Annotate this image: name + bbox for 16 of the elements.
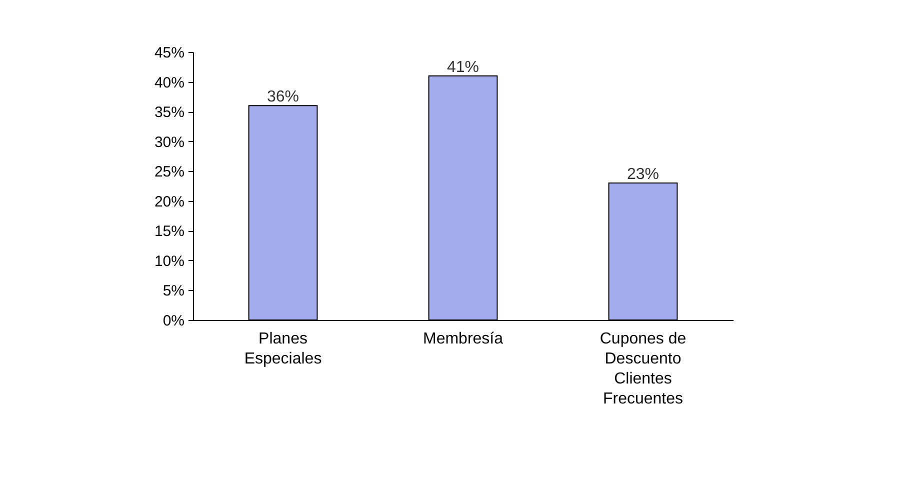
y-tick-label: 5% xyxy=(162,282,184,300)
y-tick-label: 40% xyxy=(154,74,184,92)
data-label: 41% xyxy=(446,58,480,76)
data-label: 36% xyxy=(266,88,300,106)
y-tick-label: 0% xyxy=(162,312,184,330)
y-tick-label: 15% xyxy=(154,223,184,240)
y-tick-label: 25% xyxy=(154,164,184,181)
y-tick-label: 45% xyxy=(154,44,184,62)
y-tick-label: 35% xyxy=(154,104,184,122)
y-tick-label: 20% xyxy=(154,193,184,210)
data-label: 23% xyxy=(626,166,660,184)
y-tick-label: 10% xyxy=(154,252,184,270)
x-tick-label: Membresía xyxy=(422,330,504,348)
y-tick-label: 30% xyxy=(154,134,184,151)
x-tick-label: Planes Especiales xyxy=(244,330,322,368)
x-tick-label: Cupones de Descuento Clientes Frecuentes xyxy=(600,330,686,408)
